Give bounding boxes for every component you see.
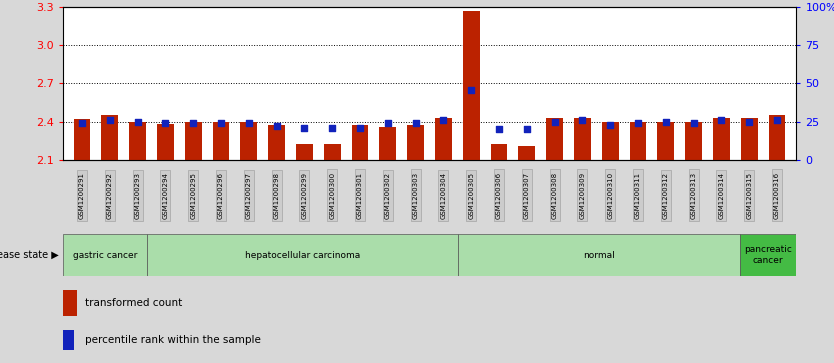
Point: [409, 120, 422, 126]
Point: [103, 117, 117, 123]
Bar: [213, 122, 229, 160]
Text: GSM1200298: GSM1200298: [274, 172, 279, 219]
Text: GSM1200296: GSM1200296: [218, 172, 224, 219]
Text: GSM1200313: GSM1200313: [691, 172, 696, 219]
Point: [75, 120, 88, 126]
Point: [437, 117, 450, 123]
Text: GSM1200309: GSM1200309: [580, 172, 585, 219]
Text: GSM1200310: GSM1200310: [607, 172, 613, 219]
Point: [520, 126, 534, 132]
Bar: [741, 118, 757, 160]
Bar: [435, 118, 452, 160]
Text: GSM1200297: GSM1200297: [246, 172, 252, 219]
Bar: [602, 122, 619, 160]
Text: GSM1200291: GSM1200291: [79, 172, 85, 219]
Text: GSM1200293: GSM1200293: [134, 172, 141, 219]
Point: [270, 123, 284, 129]
Bar: [185, 122, 202, 160]
Bar: [63, 234, 148, 276]
Point: [242, 120, 255, 126]
Point: [548, 119, 561, 125]
Text: GSM1200306: GSM1200306: [496, 172, 502, 219]
Bar: [148, 234, 458, 276]
Bar: [296, 144, 313, 160]
Text: GSM1200302: GSM1200302: [384, 172, 391, 219]
Bar: [269, 125, 285, 160]
Text: GSM1200305: GSM1200305: [468, 172, 475, 219]
Bar: [407, 125, 424, 160]
Bar: [686, 122, 702, 160]
Bar: [379, 127, 396, 160]
Text: GSM1200311: GSM1200311: [635, 172, 641, 219]
Bar: [740, 234, 796, 276]
Text: GSM1200300: GSM1200300: [329, 172, 335, 219]
Text: GSM1200307: GSM1200307: [524, 172, 530, 219]
Point: [131, 119, 144, 125]
Point: [575, 117, 589, 123]
Point: [158, 120, 172, 126]
Point: [604, 122, 617, 127]
Bar: [630, 122, 646, 160]
Point: [742, 119, 756, 125]
Bar: [63, 330, 73, 350]
Point: [492, 126, 505, 132]
Text: GSM1200312: GSM1200312: [663, 172, 669, 219]
Text: GSM1200301: GSM1200301: [357, 172, 363, 219]
Text: normal: normal: [583, 250, 615, 260]
Text: hepatocellular carcinoma: hepatocellular carcinoma: [245, 250, 360, 260]
Text: GSM1200303: GSM1200303: [413, 172, 419, 219]
Point: [771, 117, 784, 123]
Bar: [240, 122, 257, 160]
Text: gastric cancer: gastric cancer: [73, 250, 137, 260]
Point: [687, 120, 701, 126]
Bar: [574, 118, 590, 160]
Text: GSM1200315: GSM1200315: [746, 172, 752, 219]
Bar: [73, 119, 90, 160]
Bar: [102, 115, 118, 160]
Bar: [63, 290, 78, 316]
Point: [187, 120, 200, 126]
Bar: [713, 118, 730, 160]
Text: GSM1200294: GSM1200294: [163, 172, 168, 219]
Bar: [324, 144, 340, 160]
Text: GSM1200295: GSM1200295: [190, 172, 196, 219]
Point: [325, 125, 339, 131]
Text: GSM1200308: GSM1200308: [551, 172, 558, 219]
Text: GSM1200299: GSM1200299: [301, 172, 308, 219]
Bar: [546, 118, 563, 160]
Text: GSM1200292: GSM1200292: [107, 172, 113, 219]
Point: [465, 87, 478, 93]
Bar: [463, 11, 480, 160]
Bar: [657, 122, 674, 160]
Point: [631, 120, 645, 126]
Text: pancreatic
cancer: pancreatic cancer: [744, 245, 792, 265]
Bar: [519, 146, 535, 160]
Bar: [129, 122, 146, 160]
Bar: [458, 234, 740, 276]
Text: GSM1200314: GSM1200314: [718, 172, 725, 219]
Bar: [490, 144, 507, 160]
Bar: [769, 115, 786, 160]
Text: percentile rank within the sample: percentile rank within the sample: [84, 335, 260, 345]
Text: GSM1200316: GSM1200316: [774, 172, 780, 219]
Bar: [352, 125, 369, 160]
Text: disease state ▶: disease state ▶: [0, 250, 58, 260]
Text: GSM1200304: GSM1200304: [440, 172, 446, 219]
Bar: [157, 124, 173, 160]
Text: transformed count: transformed count: [84, 298, 182, 309]
Point: [298, 125, 311, 131]
Point: [354, 125, 367, 131]
Point: [659, 119, 672, 125]
Point: [715, 117, 728, 123]
Point: [381, 120, 394, 126]
Point: [214, 120, 228, 126]
